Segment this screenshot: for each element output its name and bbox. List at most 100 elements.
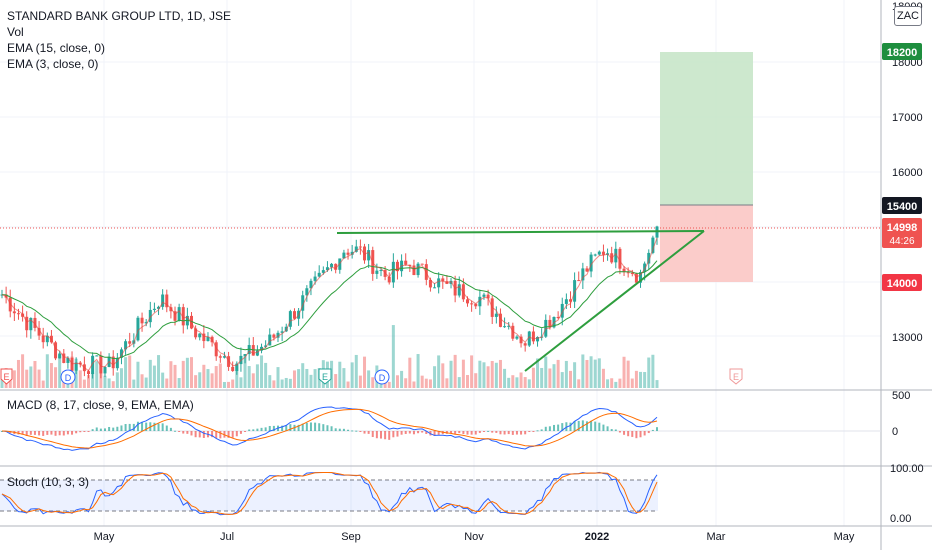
macd-histogram-bar — [412, 431, 415, 435]
candle-body — [651, 237, 655, 253]
legend-ema3[interactable]: EMA (3, close, 0) — [7, 57, 99, 71]
event-marker-dividend-1[interactable]: D — [60, 369, 76, 385]
volume-bar — [655, 380, 659, 388]
current-price-badge: 14998 44:26 — [882, 218, 922, 248]
macd-histogram-bar — [585, 421, 588, 431]
macd-histogram-bar — [454, 431, 457, 435]
volume-bar — [634, 370, 638, 388]
macd-histogram-bar — [334, 428, 337, 431]
candle-body — [466, 299, 470, 304]
legend-ema15[interactable]: EMA (15, close, 0) — [7, 41, 106, 55]
candle-body — [305, 288, 309, 296]
volume-bar — [437, 355, 441, 388]
volume-bar — [626, 360, 630, 388]
candle-body — [33, 317, 37, 328]
volume-bar — [490, 360, 494, 388]
macd-histogram-bar — [178, 431, 181, 432]
volume-bar — [103, 375, 107, 388]
candle-body — [58, 353, 62, 359]
volume-bar — [420, 375, 424, 388]
volume-bar — [78, 370, 82, 388]
candle-body — [350, 251, 354, 255]
volume-bar — [630, 378, 634, 388]
candle-body — [317, 272, 321, 277]
candles — [0, 225, 659, 379]
candle-body — [74, 362, 78, 371]
event-marker-dividend-2[interactable]: D — [374, 369, 390, 385]
macd-histogram-bar — [511, 431, 514, 435]
macd-histogram-bar — [116, 426, 119, 431]
volume-bar — [391, 325, 395, 388]
resistance-trendline[interactable] — [336, 230, 705, 234]
macd-histogram-bar — [322, 424, 325, 431]
volume-bar — [235, 363, 239, 388]
macd-histogram-bar — [491, 431, 494, 433]
macd-histogram-bar — [647, 431, 650, 434]
macd-histogram-bar — [132, 423, 135, 431]
volume-bar — [474, 373, 478, 388]
candle-body — [264, 345, 268, 347]
candle-body — [218, 356, 222, 358]
volume-bars — [0, 325, 659, 388]
volume-bar — [568, 370, 572, 388]
volume-bar — [354, 354, 358, 388]
macd-histogram-bar — [392, 431, 395, 438]
currency-label[interactable]: ZAC — [894, 6, 922, 26]
volume-bar — [346, 381, 350, 388]
legend-title[interactable]: STANDARD BANK GROUP LTD, 1D, JSE — [7, 9, 232, 23]
svg-text:18200: 18200 — [887, 47, 918, 59]
price-tick-13000: 13000 — [892, 332, 923, 344]
macd-histogram-bar — [25, 431, 28, 437]
stoch-legend[interactable]: Stoch (10, 3, 3) — [7, 475, 90, 489]
candle-body — [181, 307, 185, 326]
candle-body — [494, 313, 498, 317]
macd-histogram-bar — [602, 424, 605, 431]
volume-bar — [243, 354, 247, 388]
candle-body — [527, 331, 531, 346]
macd-legend[interactable]: MACD (8, 17, close, 9, EMA, EMA) — [7, 398, 194, 412]
volume-bar — [272, 380, 276, 388]
event-marker-earnings-1[interactable]: E — [0, 368, 13, 385]
legend-volume[interactable]: Vol — [7, 25, 24, 39]
volume-bar — [424, 378, 428, 388]
support-trendline[interactable] — [524, 230, 705, 372]
price-tick-16000: 16000 — [892, 167, 923, 179]
macd-histogram-bar — [314, 422, 317, 431]
volume-bar — [416, 354, 420, 388]
macd-histogram-bar — [474, 431, 477, 435]
macd-histogram-bar — [103, 428, 106, 431]
candle-body — [643, 263, 647, 273]
macd-histogram-bar — [417, 431, 420, 434]
candle-body — [111, 356, 115, 369]
macd-histogram-bar — [540, 429, 543, 431]
volume-bar — [198, 372, 202, 388]
candle-body — [288, 311, 292, 327]
volume-bar — [148, 359, 152, 388]
macd-histogram-bar — [371, 431, 374, 438]
macd-histogram-bar — [433, 431, 436, 436]
candle-body — [173, 311, 177, 321]
stoch-tick-100: 100.00 — [890, 463, 924, 475]
event-marker-earnings-3[interactable]: E — [729, 368, 743, 385]
candle-body — [119, 349, 123, 358]
macd-histogram-bar — [338, 428, 341, 431]
candle-body — [387, 276, 391, 283]
macd-histogram-bar — [515, 431, 518, 435]
volume-bar — [461, 359, 465, 388]
candle-body — [309, 280, 313, 289]
volume-bar — [564, 360, 568, 388]
volume-bar — [206, 369, 210, 388]
candle-body — [342, 252, 346, 259]
candle-body — [589, 254, 593, 272]
volume-bar — [606, 379, 610, 388]
svg-text:E: E — [733, 372, 739, 382]
candle-body — [103, 366, 107, 374]
volume-bar — [601, 368, 605, 388]
volume-bar — [412, 381, 416, 388]
volume-bar — [177, 378, 181, 388]
volume-bar — [255, 364, 259, 388]
volume-bar — [573, 362, 577, 388]
event-marker-earnings-2[interactable]: E — [318, 368, 332, 385]
macd-histogram-bar — [46, 431, 49, 435]
